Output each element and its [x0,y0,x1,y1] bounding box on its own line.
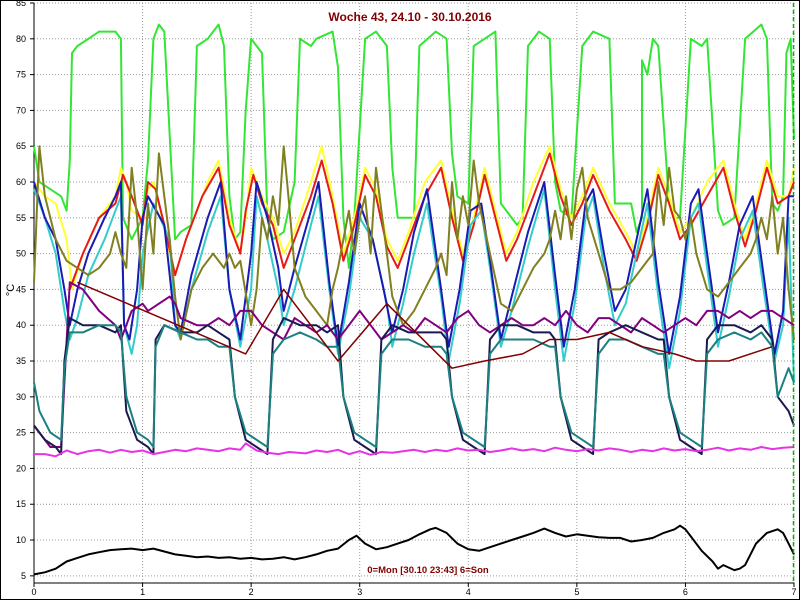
series-line-7 [33,281,795,448]
chart-footer: 0=Mon [30.10 23:43] 6=Son [367,565,489,576]
series-line-9 [33,324,795,448]
x-tick-label: 4 [466,587,471,597]
y-tick-label: 20 [16,463,26,473]
x-tick-label: 3 [357,587,362,597]
y-tick-label: 85 [16,0,26,8]
y-tick-label: 30 [16,392,26,402]
series-group [33,23,795,576]
y-tick-label: 15 [16,499,26,509]
series-line-3 [68,152,795,290]
y-tick-label: 70 [16,105,26,115]
series-line-6 [33,145,795,341]
y-tick-label: 60 [16,177,26,187]
grid [33,2,795,583]
y-tick-label: 50 [16,249,26,259]
x-tick-label: 0 [31,587,36,597]
y-axis-label: °C [5,284,17,296]
x-tick-label: 5 [574,587,579,597]
x-tick-label: 2 [249,587,254,597]
y-tick-label: 45 [16,284,26,294]
y-tick-label: 65 [16,141,26,151]
y-tick-label: 80 [16,34,26,44]
x-axis: 0 1 2 3 4 5 6 7 [31,582,797,597]
y-tick-label: 5 [21,571,26,581]
y-tick-label: 35 [16,356,26,366]
series-line-11 [34,442,795,458]
series-line-10 [77,281,773,369]
y-axis: 5 10 15 20 25 30 35 40 45 50 55 60 65 70 75 80 85 [16,0,35,583]
y-tick-label: 25 [16,428,26,438]
y-tick-label: 75 [16,70,26,80]
x-tick-label: 6 [683,587,688,597]
x-tick-label: 7 [791,587,796,597]
y-tick-label: 10 [16,535,26,545]
y-tick-label: 55 [16,213,26,223]
x-tick-label: 1 [140,587,145,597]
series-line-12 [33,524,795,576]
y-tick-label: 40 [16,320,26,330]
chart-title: Woche 43, 24.10 - 30.10.2016 [328,10,492,24]
series-line-4 [33,188,795,383]
